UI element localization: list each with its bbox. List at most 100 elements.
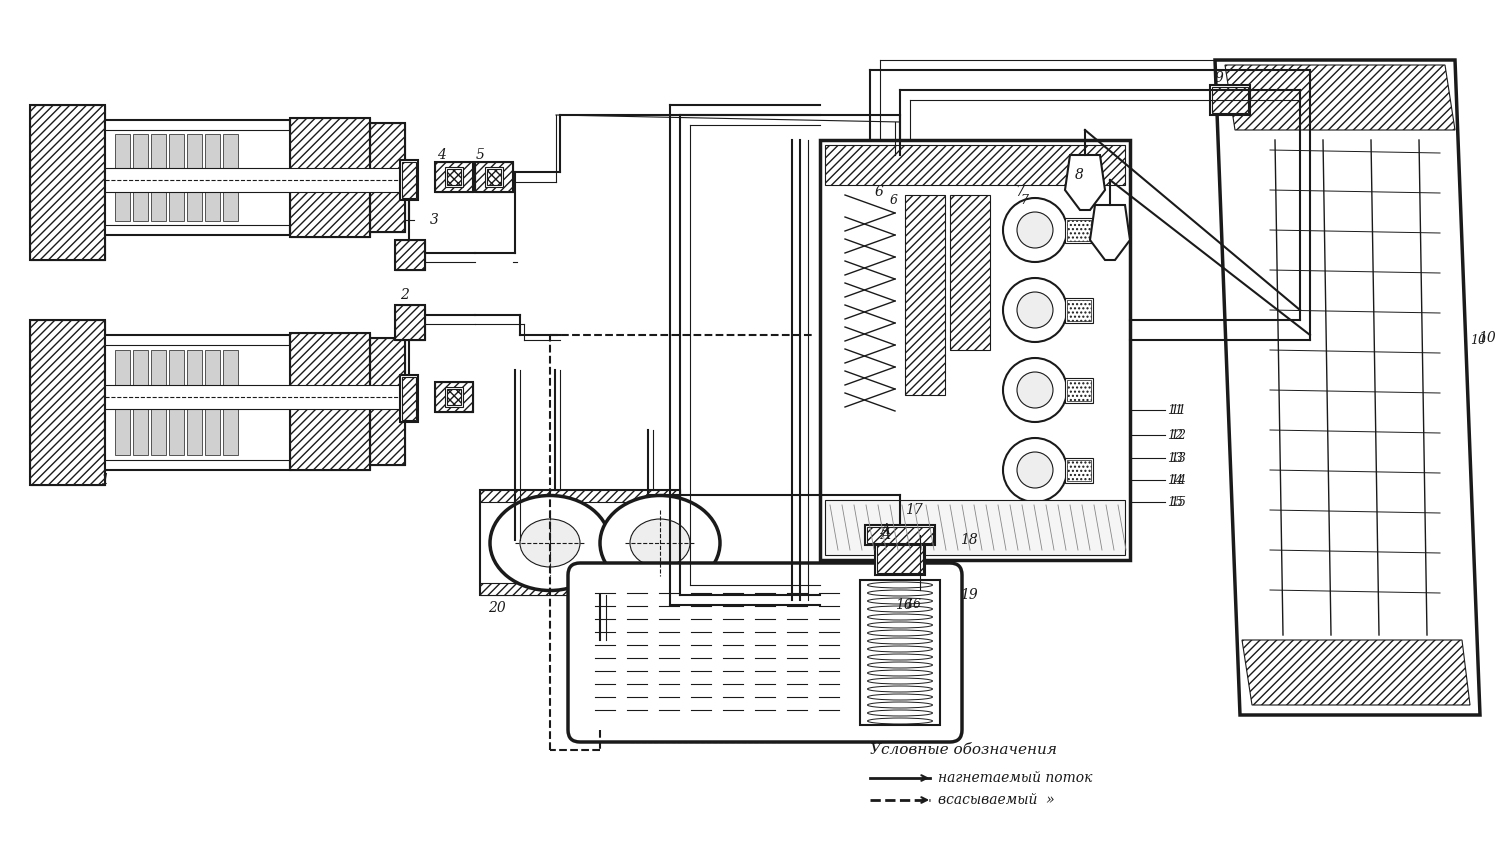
Bar (30, 320, 105, 485)
Bar (476, 162, 513, 192)
Bar (400, 375, 418, 422)
Bar (290, 333, 370, 470)
Text: 1: 1 (100, 473, 109, 487)
Bar (447, 389, 460, 405)
Bar (370, 123, 405, 232)
Polygon shape (1242, 640, 1470, 705)
Bar (224, 134, 238, 221)
Bar (435, 382, 472, 412)
Bar (484, 167, 502, 187)
Bar (170, 134, 184, 221)
Text: 16: 16 (896, 598, 912, 612)
Text: 3: 3 (430, 213, 439, 227)
Bar (290, 118, 370, 237)
Bar (188, 350, 202, 455)
Bar (105, 120, 290, 235)
Bar (1210, 85, 1249, 115)
Bar (206, 350, 220, 455)
Circle shape (1004, 358, 1066, 422)
Bar (435, 162, 472, 192)
Bar (224, 350, 238, 455)
Bar (1066, 220, 1090, 241)
Bar (435, 162, 472, 192)
Text: 11: 11 (1167, 403, 1184, 416)
Bar (1212, 87, 1248, 113)
Bar (402, 377, 416, 420)
Text: 14: 14 (1167, 473, 1184, 486)
Bar (476, 162, 513, 192)
Bar (134, 350, 148, 455)
Text: 6: 6 (874, 185, 884, 199)
Circle shape (1017, 292, 1053, 328)
Bar (480, 583, 680, 595)
Text: 7: 7 (1016, 185, 1025, 199)
Polygon shape (1090, 205, 1130, 260)
Bar (370, 123, 405, 232)
Polygon shape (1215, 60, 1480, 715)
Bar (290, 118, 370, 237)
Bar (134, 134, 148, 221)
Bar (1065, 298, 1094, 323)
Circle shape (1004, 278, 1066, 342)
Bar (105, 130, 290, 225)
Bar (30, 320, 105, 485)
Bar (116, 134, 130, 221)
Ellipse shape (520, 519, 580, 567)
Text: всасываемый  »: всасываемый » (938, 793, 1054, 807)
Text: 16: 16 (904, 598, 921, 612)
Circle shape (1004, 198, 1066, 262)
Bar (30, 105, 105, 260)
Bar (30, 105, 105, 260)
Bar (821, 140, 1130, 560)
Text: 17: 17 (904, 503, 922, 517)
Bar (904, 195, 945, 395)
Text: 9: 9 (1215, 71, 1224, 85)
Bar (370, 338, 405, 465)
Bar (859, 580, 940, 725)
Text: 5: 5 (476, 148, 484, 162)
Bar (435, 382, 472, 412)
Bar (170, 350, 184, 455)
Text: 14: 14 (1170, 473, 1186, 486)
Text: A: A (880, 523, 890, 537)
Bar (188, 134, 202, 221)
Bar (1066, 460, 1090, 481)
Bar (402, 162, 416, 198)
Text: 13: 13 (1170, 452, 1186, 464)
Text: 13: 13 (1167, 452, 1184, 464)
Text: 7: 7 (1020, 193, 1028, 207)
Text: 4: 4 (436, 148, 445, 162)
Bar (480, 490, 680, 595)
Circle shape (1017, 212, 1053, 248)
Bar (290, 333, 370, 470)
Bar (447, 169, 460, 185)
Text: 19: 19 (960, 588, 978, 602)
Bar (394, 305, 424, 340)
Bar (105, 335, 290, 470)
Bar (878, 542, 922, 573)
Bar (825, 500, 1125, 555)
Polygon shape (1065, 155, 1106, 210)
Bar (1066, 380, 1090, 401)
Circle shape (1017, 452, 1053, 488)
Bar (865, 525, 934, 545)
Bar (1066, 300, 1090, 321)
Bar (152, 350, 166, 455)
Bar (867, 527, 933, 543)
Text: Условные обозначения: Условные обозначения (870, 743, 1058, 757)
Bar (105, 385, 400, 409)
Bar (105, 168, 400, 192)
Bar (480, 490, 680, 502)
Ellipse shape (490, 495, 610, 591)
Text: A: A (880, 528, 890, 542)
Text: 6: 6 (890, 193, 898, 207)
Bar (874, 540, 926, 575)
Text: 12: 12 (1167, 429, 1184, 441)
Text: 8: 8 (1076, 168, 1084, 182)
Bar (206, 134, 220, 221)
Ellipse shape (630, 519, 690, 567)
FancyBboxPatch shape (568, 563, 962, 742)
Text: 11: 11 (1170, 403, 1186, 416)
Text: 10: 10 (1470, 333, 1486, 347)
Text: 2: 2 (400, 288, 410, 302)
